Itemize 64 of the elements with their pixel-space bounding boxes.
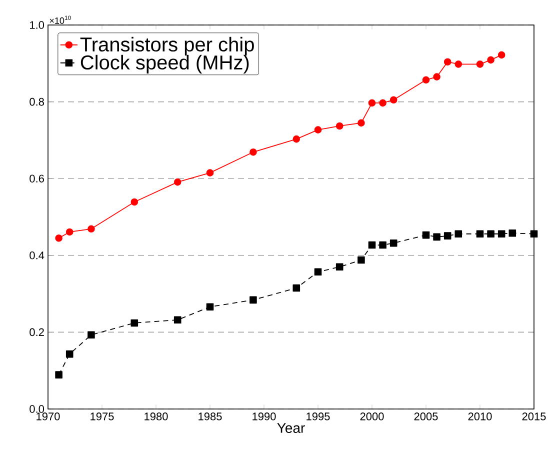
point <box>498 230 506 238</box>
point <box>66 350 74 358</box>
point <box>422 76 430 84</box>
point <box>433 233 440 241</box>
point <box>454 230 462 238</box>
y-tick-label: 0.0 <box>30 405 44 413</box>
point <box>476 230 484 238</box>
point <box>433 73 440 80</box>
x-tick-label: 1990 <box>252 412 276 420</box>
legend-label: Transistors per chip <box>80 36 254 56</box>
x-tick-label: 1985 <box>198 412 222 420</box>
point <box>358 256 365 264</box>
point <box>55 371 62 378</box>
point <box>487 56 494 64</box>
point <box>292 135 300 143</box>
point <box>444 58 452 66</box>
x-tick-label: 2010 <box>468 412 492 420</box>
x-tick-label: 1970 <box>36 412 60 420</box>
y-tick-label: 0.8 <box>30 98 44 106</box>
point <box>66 228 74 236</box>
x-axis-title: Year <box>277 423 305 433</box>
legend-label: Clock speed (MHz) <box>80 54 249 74</box>
point <box>368 241 376 249</box>
point <box>336 122 344 130</box>
point <box>88 225 95 233</box>
point <box>476 60 484 68</box>
y-tick-label: 0.2 <box>30 328 44 336</box>
y-tick-label: 1.0 <box>30 21 44 29</box>
point <box>422 231 430 239</box>
x-tick-label: 2000 <box>360 412 384 420</box>
point <box>130 198 138 206</box>
point <box>88 331 95 339</box>
x-tick-label: 1975 <box>90 412 114 420</box>
point <box>55 234 62 242</box>
point <box>444 232 452 240</box>
point <box>336 263 344 271</box>
point <box>314 126 322 134</box>
point <box>174 316 182 324</box>
point <box>314 268 322 276</box>
x-tick-label: 1980 <box>144 412 168 420</box>
point <box>390 96 398 104</box>
point <box>379 99 386 107</box>
point <box>487 230 494 238</box>
point <box>174 178 182 186</box>
y-tick-label: 0.4 <box>30 252 44 260</box>
point <box>368 99 376 107</box>
point <box>498 51 506 59</box>
point <box>206 169 214 176</box>
point <box>454 60 462 68</box>
point <box>379 241 386 249</box>
point <box>530 230 538 238</box>
point <box>390 239 398 247</box>
x-tick-label: 1995 <box>306 412 330 420</box>
point <box>130 319 138 327</box>
point <box>358 119 365 127</box>
point <box>508 229 516 237</box>
x-tick-label: 2015 <box>522 412 546 420</box>
point <box>292 284 300 292</box>
point <box>206 303 214 310</box>
point <box>250 148 257 156</box>
x-tick-label: 2005 <box>414 412 438 420</box>
text: ×10$^{10}$ <box>50 16 71 24</box>
y-tick-label: 0.6 <box>30 174 44 182</box>
point <box>250 296 257 304</box>
